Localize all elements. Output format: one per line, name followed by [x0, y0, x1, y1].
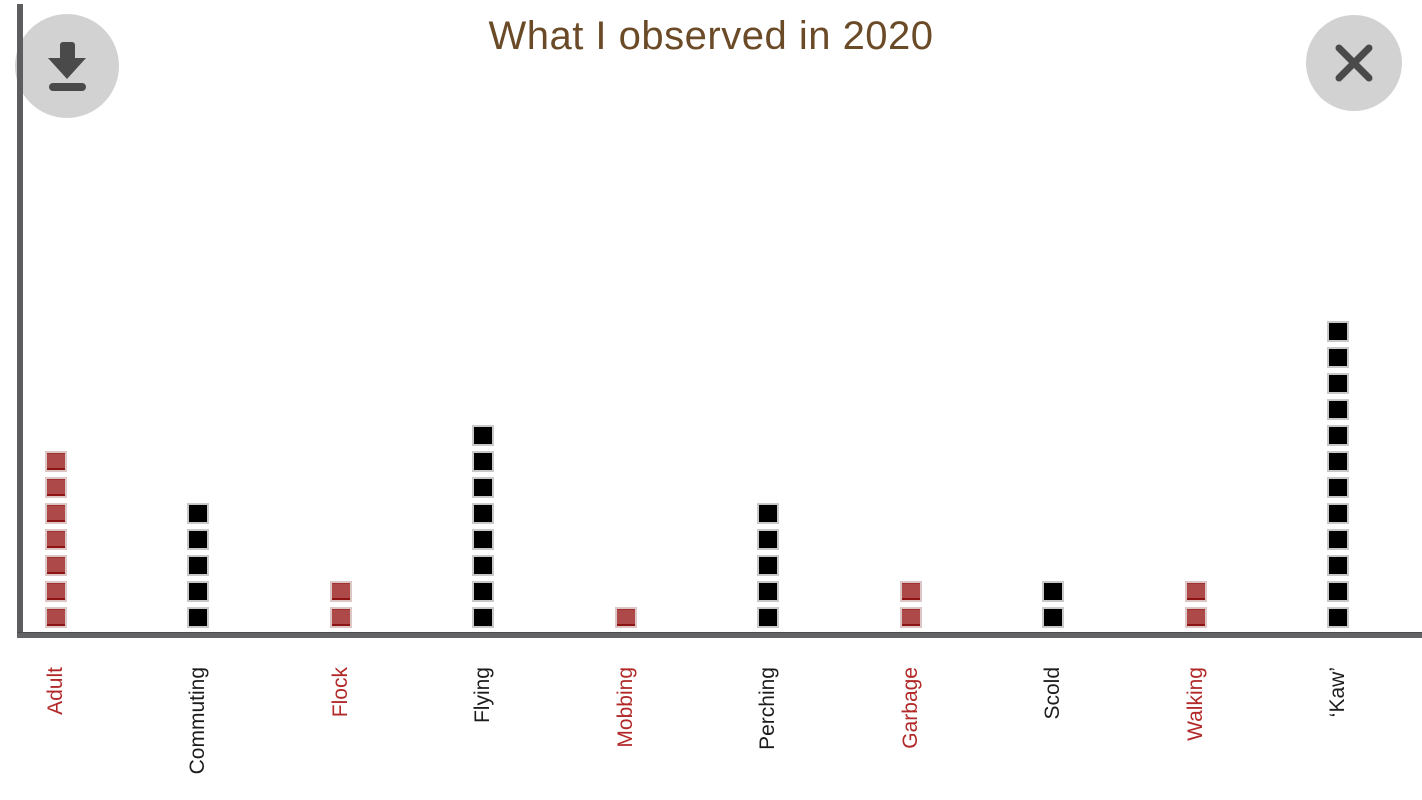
unit-square [472, 451, 495, 472]
unit-square [187, 607, 210, 628]
bar-column-kaw [1327, 316, 1350, 628]
unit-square [472, 555, 495, 576]
x-axis-label-flying: Flying [471, 667, 495, 724]
unit-square [329, 581, 352, 602]
bar-column-walking [1184, 576, 1207, 628]
bar-column-commuting [187, 498, 210, 628]
bar-column-flock [329, 576, 352, 628]
unit-square [472, 425, 495, 446]
unit-square [329, 607, 352, 628]
bar-column-scold [1042, 576, 1065, 628]
unit-square [45, 607, 67, 628]
bar-column-adult [45, 446, 67, 628]
unit-square [1184, 607, 1207, 628]
page-title: What I observed in 2020 [488, 14, 934, 58]
unit-square [45, 503, 67, 524]
unit-square [757, 529, 780, 550]
unit-square [1184, 581, 1207, 602]
unit-square [1327, 321, 1350, 342]
bar-column-garbage [899, 576, 922, 628]
unit-square [472, 503, 495, 524]
x-axis-label-scold: Scold [1041, 667, 1065, 720]
unit-square [1327, 451, 1350, 472]
unit-square [757, 503, 780, 524]
x-axis-label-walking: Walking [1183, 667, 1207, 741]
unit-square [1327, 425, 1350, 446]
close-button[interactable] [1306, 15, 1402, 111]
unit-square [1327, 529, 1350, 550]
unit-square [1042, 607, 1065, 628]
plot-area [45, 316, 1350, 628]
unit-square [757, 555, 780, 576]
x-axis-label-garbage: Garbage [898, 667, 922, 749]
unit-square [472, 607, 495, 628]
unit-square [472, 529, 495, 550]
unit-square [1327, 477, 1350, 498]
unit-square [45, 555, 67, 576]
unit-square [1327, 607, 1350, 628]
y-axis-line [17, 4, 23, 638]
unit-square [757, 581, 780, 602]
unit-square [614, 607, 637, 628]
unit-square [187, 529, 210, 550]
x-axis-label-mobbing: Mobbing [613, 667, 637, 748]
unit-square [45, 477, 67, 498]
x-axis-label-adult: Adult [44, 667, 67, 715]
unit-square [45, 451, 67, 472]
unit-square [1042, 581, 1065, 602]
x-axis-label-perching: Perching [756, 667, 780, 750]
bar-column-mobbing [614, 602, 637, 628]
close-icon [1325, 34, 1383, 92]
unit-square [45, 529, 67, 550]
unit-square [472, 581, 495, 602]
unit-square [1327, 503, 1350, 524]
unit-square [472, 477, 495, 498]
unit-square [899, 607, 922, 628]
unit-square [187, 555, 210, 576]
unit-square [1327, 581, 1350, 602]
bar-column-flying [472, 420, 495, 628]
unit-square [187, 581, 210, 602]
bar-column-perching [757, 498, 780, 628]
x-axis-label-commuting: Commuting [186, 667, 210, 775]
unit-square [899, 581, 922, 602]
unit-square [1327, 399, 1350, 420]
download-icon [36, 35, 98, 97]
unit-square [1327, 347, 1350, 368]
x-axis-line [17, 632, 1422, 638]
unit-square [45, 581, 67, 602]
x-axis-label-flock: Flock [328, 667, 352, 718]
unit-square [1327, 555, 1350, 576]
unit-square [187, 503, 210, 524]
unit-square [757, 607, 780, 628]
download-button[interactable] [15, 14, 119, 118]
unit-square [1327, 373, 1350, 394]
x-axis-label-kaw: ‘Kaw’ [1326, 667, 1350, 718]
